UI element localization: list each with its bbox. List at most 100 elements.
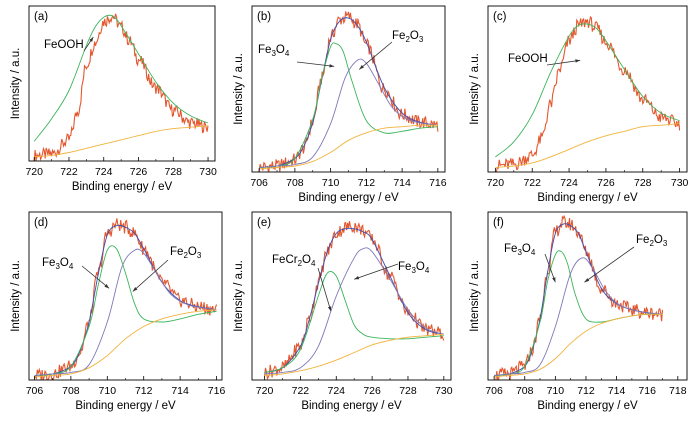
xps-panel-c: 720 722 724 726 728 730 Binding energy / eV Int… [469, 5, 689, 204]
y-axis-label: Intensity / a.u. [469, 53, 481, 125]
plot-area [33, 218, 218, 380]
x-tick-label: 730 [435, 385, 453, 397]
x-axis-label: Binding energy / eV [298, 192, 399, 204]
series-raw [495, 15, 681, 172]
x-tick-label: 728 [399, 385, 417, 397]
arrowhead [584, 278, 590, 283]
y-axis-label: Intensity / a.u. [233, 260, 245, 332]
series-background [259, 124, 438, 170]
annotation-fe2o3: Fe2O3 [636, 234, 668, 248]
x-tick-label: 722 [60, 166, 78, 178]
arrowhead [354, 276, 360, 280]
x-tick-label: 730 [199, 166, 217, 178]
xps-panel-b: 706 708 710 712 714 716 Binding energy / eV Int… [233, 5, 447, 204]
x-tick-label: 712 [135, 385, 153, 397]
x-tick-label: 708 [62, 385, 80, 397]
series-fit [264, 227, 444, 373]
arrowhead [359, 65, 364, 70]
series-background [495, 123, 680, 168]
x-tick-label: 706 [26, 385, 44, 397]
series-component-fecr2o4 [264, 270, 444, 373]
panel-label: (d) [34, 217, 48, 229]
annotation-fe3o4: Fe3O4 [42, 257, 74, 271]
annotation-fe3o4: Fe3O4 [398, 261, 430, 275]
panel-label: (a) [34, 11, 48, 23]
series-component-feooh [33, 14, 209, 142]
series-raw [494, 214, 664, 380]
annotation-feooh: FeOOH [508, 53, 548, 65]
axes-frame [487, 211, 688, 381]
annotation-feooh: FeOOH [44, 39, 84, 51]
series-fit [494, 223, 663, 376]
xps-panel-e: 720 722 724 726 728 730 Binding energy / eV Int… [233, 211, 453, 412]
arrowhead [329, 64, 335, 68]
annotation-fe3o4: Fe3O4 [258, 44, 290, 58]
series-fit [34, 224, 217, 376]
annotation-fe2o3: Fe2O3 [392, 30, 424, 44]
x-tick-label: 716 [638, 385, 656, 397]
x-tick-label: 710 [547, 385, 565, 397]
x-tick-label: 708 [286, 177, 304, 189]
annotation-arrow [132, 259, 169, 292]
x-tick-label: 726 [597, 177, 615, 189]
annotation-arrow [296, 61, 335, 67]
x-tick-label: 720 [487, 177, 505, 189]
x-tick-label: 714 [608, 385, 626, 397]
x-tick-label: 722 [292, 385, 310, 397]
plot-area [258, 11, 439, 172]
annotation-arrow [354, 263, 399, 280]
panel-label: (e) [257, 217, 271, 229]
x-tick-label: 718 [669, 385, 687, 397]
series-component-fe3o4 [494, 250, 663, 376]
series-raw [33, 13, 209, 161]
x-tick-label: 720 [256, 385, 274, 397]
x-tick-label: 728 [634, 177, 652, 189]
plot-area [263, 221, 445, 380]
annotation-arrow [546, 59, 581, 66]
annotation-arrow [544, 253, 556, 283]
series-component-feooh [495, 23, 680, 158]
series-fit [259, 17, 438, 168]
y-axis-label: Intensity / a.u. [233, 53, 245, 125]
annotation-arrow [584, 246, 635, 283]
x-axis-label: Binding energy / eV [75, 400, 176, 412]
series-component-fe2o3 [259, 58, 438, 168]
x-tick-label: 720 [25, 166, 43, 178]
x-tick-label: 724 [560, 177, 578, 189]
panel-label: (c) [493, 11, 507, 23]
axes-frame [251, 211, 452, 381]
x-axis-label: Binding energy / eV [72, 181, 173, 193]
x-tick-label: 716 [429, 177, 447, 189]
arrowhead [327, 306, 332, 312]
panel-label: (f) [493, 217, 504, 229]
annotation-arrow [358, 41, 393, 70]
xps-panel-f: 706 708 710 712 714 716 718 Binding energy / eV… [469, 211, 688, 412]
x-tick-label: 722 [523, 177, 541, 189]
annotation-fe2o3: Fe2O3 [170, 246, 202, 260]
x-tick-label: 714 [171, 385, 189, 397]
annotation-fecr2o4: FeCr2O4 [272, 254, 316, 268]
series-component-fe2o3 [494, 257, 663, 376]
series-background [34, 125, 209, 158]
x-tick-label: 714 [393, 177, 411, 189]
series-raw [263, 221, 445, 380]
x-tick-label: 712 [358, 177, 376, 189]
y-axis-label: Intensity / a.u. [10, 260, 22, 332]
series-component-fe3o4 [264, 247, 444, 375]
arrowhead [552, 277, 556, 283]
x-tick-label: 724 [95, 166, 113, 178]
x-tick-label: 716 [208, 385, 226, 397]
x-tick-label: 726 [363, 385, 381, 397]
y-axis-label: Intensity / a.u. [10, 48, 22, 120]
series-raw [33, 218, 218, 380]
x-axis-label: Binding energy / eV [537, 400, 638, 412]
axes-frame [28, 5, 216, 162]
panel-label: (b) [257, 11, 271, 23]
xps-panel-d: 706 708 710 712 714 716 Binding energy / eV Int… [10, 211, 226, 412]
plot-area [494, 214, 664, 380]
x-tick-label: 728 [165, 166, 183, 178]
arrowhead [89, 37, 94, 42]
x-tick-label: 706 [250, 177, 268, 189]
series-background [34, 309, 217, 378]
